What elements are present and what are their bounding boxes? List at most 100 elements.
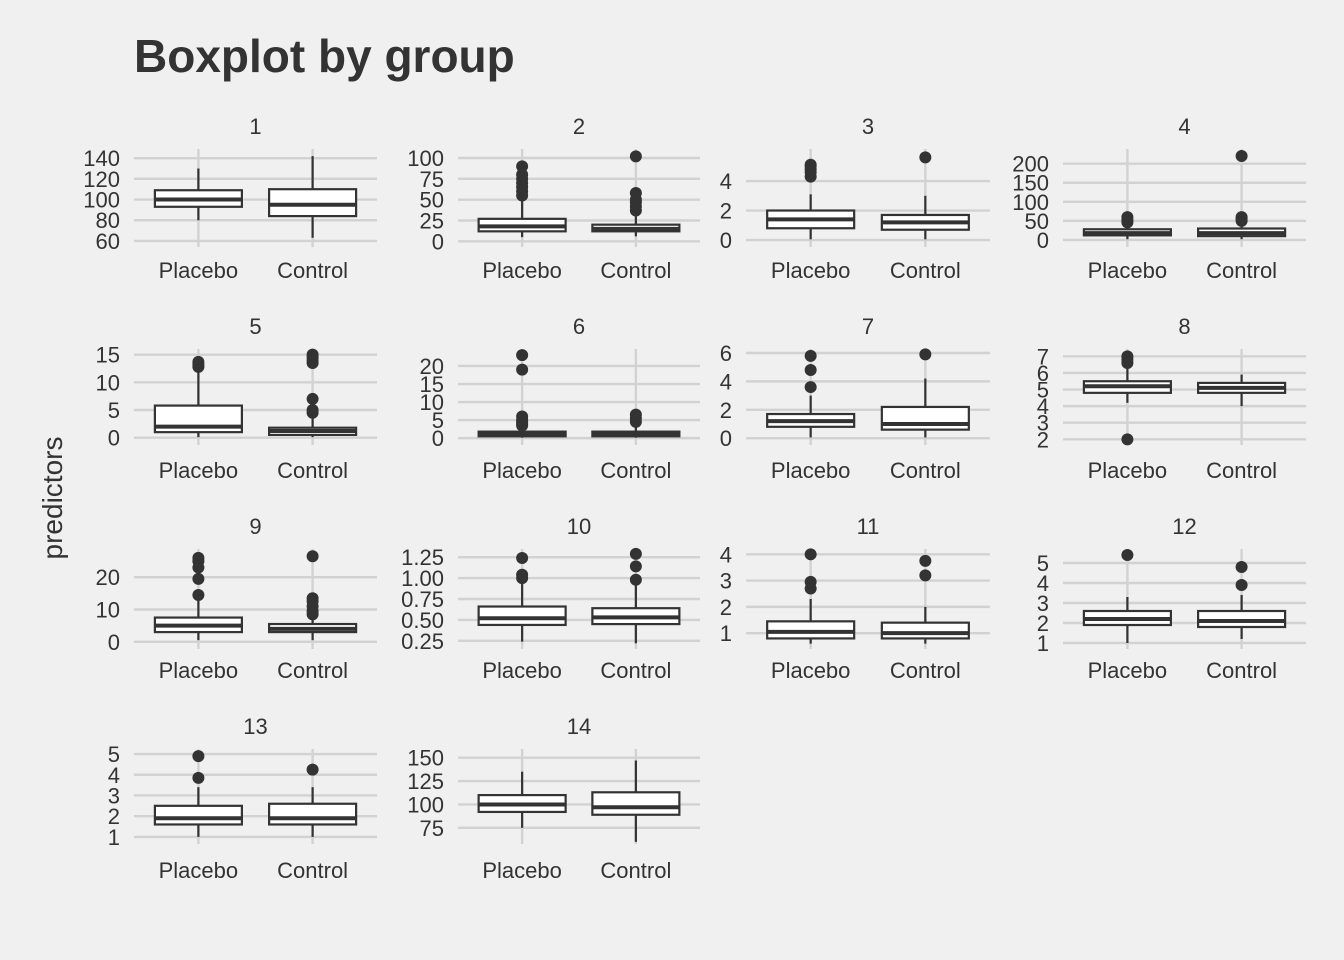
y-tick-label: 50	[1025, 209, 1049, 234]
facet-label: 8	[1178, 314, 1190, 339]
x-tick-label: Control	[890, 258, 961, 283]
y-tick-label: 3	[720, 569, 732, 594]
facet-panel-7: 7 0 2 4 6 Placebo Control	[720, 314, 990, 483]
y-tick-label: 5	[1037, 551, 1049, 576]
outlier-point	[516, 349, 529, 362]
y-tick-label: 50	[420, 188, 444, 213]
outlier-point	[192, 355, 205, 368]
y-tick-label: 150	[1012, 171, 1049, 196]
outlier-point	[306, 348, 319, 361]
x-tick-label: Control	[600, 658, 671, 683]
x-tick-label: Placebo	[1088, 658, 1168, 683]
box-control	[1197, 374, 1287, 407]
x-tick-label: Placebo	[771, 458, 851, 483]
box-control	[880, 348, 970, 438]
y-tick-label: 0.25	[401, 629, 444, 654]
outlier-point	[919, 569, 932, 582]
outlier-point	[919, 348, 932, 361]
outlier-point	[516, 568, 529, 581]
y-tick-label: 0	[108, 426, 120, 451]
outlier-point	[306, 550, 319, 563]
y-tick-label: 2	[720, 398, 732, 423]
outlier-point	[192, 588, 205, 601]
x-tick-label: Placebo	[482, 258, 562, 283]
y-tick-label: 3	[1037, 411, 1049, 436]
iqr-box	[880, 621, 970, 640]
y-tick-label: 0	[720, 426, 732, 451]
x-tick-label: Control	[600, 258, 671, 283]
y-tick-label: 4	[720, 369, 732, 394]
y-tick-label: 1.00	[401, 566, 444, 591]
x-tick-label: Control	[277, 258, 348, 283]
y-tick-label: 0.50	[401, 608, 444, 633]
iqr-box	[477, 605, 567, 627]
y-tick-label: 1	[720, 621, 732, 646]
x-tick-label: Control	[890, 458, 961, 483]
outlier-point	[804, 575, 817, 588]
box-control	[880, 151, 970, 240]
y-tick-label: 1.25	[401, 545, 444, 570]
y-tick-label: 100	[407, 792, 444, 817]
y-tick-label: 1	[108, 825, 120, 850]
facet-label: 10	[567, 514, 591, 539]
outlier-point	[192, 750, 205, 763]
outlier-point	[1235, 561, 1248, 573]
y-tick-label: 100	[407, 146, 444, 171]
box-control	[268, 348, 358, 438]
y-tick-label: 120	[83, 167, 120, 192]
y-tick-label: 3	[108, 783, 120, 808]
x-tick-label: Control	[890, 658, 961, 683]
y-tick-label: 5	[108, 398, 120, 423]
iqr-box	[880, 405, 970, 431]
outlier-point	[629, 573, 642, 586]
outlier-point	[629, 408, 642, 421]
outlier-point	[516, 552, 529, 565]
facet-label: 6	[573, 314, 585, 339]
y-tick-label: 2	[720, 199, 732, 224]
box-placebo	[153, 355, 243, 438]
x-tick-label: Placebo	[159, 258, 239, 283]
box-placebo	[153, 551, 243, 641]
y-tick-label: 2	[720, 595, 732, 620]
box-control	[268, 550, 358, 641]
outlier-point	[516, 363, 529, 376]
outlier-point	[1121, 211, 1134, 224]
facet-label: 13	[243, 714, 267, 739]
box-control	[268, 763, 358, 837]
x-tick-label: Placebo	[771, 258, 851, 283]
box-placebo	[477, 349, 567, 438]
outlier-point	[192, 771, 205, 784]
y-tick-label: 15	[420, 372, 444, 397]
y-tick-label: 6	[720, 341, 732, 366]
x-tick-label: Placebo	[482, 458, 562, 483]
y-tick-label: 2	[108, 804, 120, 829]
y-tick-label: 5	[108, 742, 120, 767]
box-control	[880, 554, 970, 644]
facet-label: 14	[567, 714, 591, 739]
y-tick-label: 0	[108, 630, 120, 655]
facet-label: 7	[862, 314, 874, 339]
x-tick-label: Control	[277, 858, 348, 883]
y-tick-label: 0	[432, 229, 444, 254]
y-tick-label: 75	[420, 167, 444, 192]
box-control	[268, 156, 358, 238]
x-tick-label: Placebo	[482, 658, 562, 683]
outlier-point	[1235, 579, 1248, 591]
iqr-box	[591, 791, 681, 816]
facet-panel-3: 3 0 2 4 Placebo Control	[720, 114, 990, 283]
outlier-point	[804, 381, 817, 394]
outlier-point	[804, 364, 817, 377]
y-tick-label: 4	[1037, 394, 1049, 419]
y-tick-label: 100	[83, 188, 120, 213]
box-placebo	[153, 168, 243, 221]
outlier-point	[516, 168, 529, 181]
y-tick-label: 10	[96, 370, 120, 395]
y-tick-label: 2	[1037, 427, 1049, 452]
box-placebo	[766, 349, 856, 438]
y-tick-label: 75	[420, 816, 444, 841]
